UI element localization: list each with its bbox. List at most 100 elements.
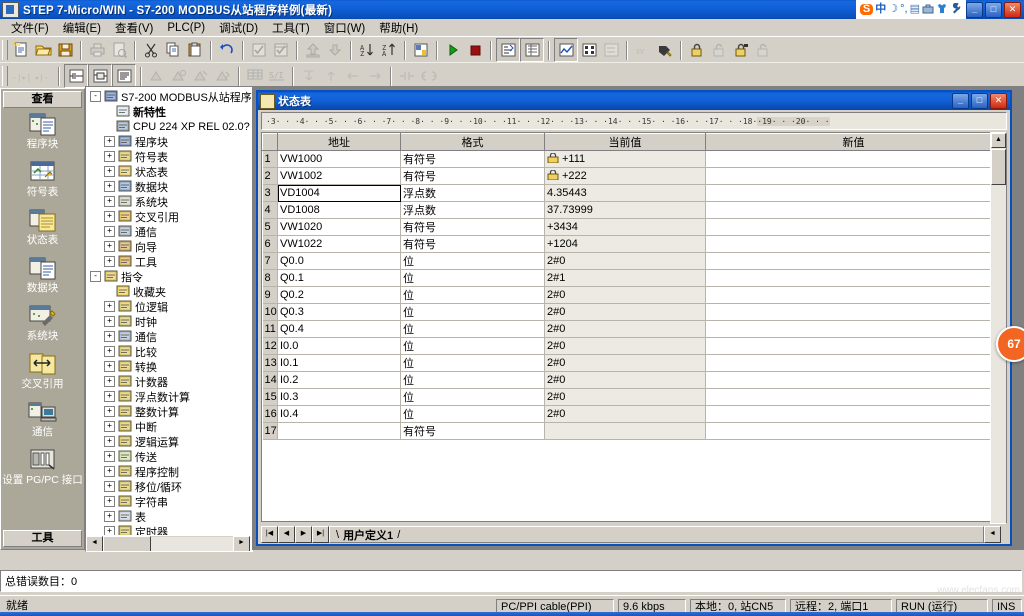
- cell-format[interactable]: 有符号: [400, 218, 545, 236]
- close-button[interactable]: ✕: [1004, 1, 1021, 18]
- cell-format[interactable]: 位: [400, 269, 545, 287]
- read-write-button[interactable]: [600, 39, 622, 61]
- status-chart-window-controls[interactable]: _ □ ✕: [952, 93, 1007, 109]
- tree-node[interactable]: + 系统块: [86, 194, 252, 209]
- cell-address[interactable]: Q0.0: [277, 252, 401, 270]
- tree-node[interactable]: + 符号表: [86, 149, 252, 164]
- col-header-current[interactable]: 当前值: [544, 133, 706, 151]
- table-row[interactable]: 6 VW1022 有符号 +1204: [262, 235, 1000, 253]
- tree-scroll-right-button[interactable]: ►: [233, 535, 250, 551]
- sidebar-item-pgpc-interface[interactable]: 设置 PG/PC 接口: [1, 444, 84, 492]
- tree-expander-icon[interactable]: +: [104, 241, 115, 252]
- cell-new-value[interactable]: [705, 201, 1000, 219]
- grid-scroll-thumb[interactable]: [991, 149, 1006, 185]
- tree-expander-icon[interactable]: +: [104, 211, 115, 222]
- chart-status-button[interactable]: [520, 38, 544, 62]
- cell-new-value[interactable]: [705, 184, 1000, 202]
- menu-file[interactable]: 文件(F): [11, 22, 49, 35]
- tree-expander-icon[interactable]: +: [104, 481, 115, 492]
- tree-expander-icon[interactable]: +: [104, 466, 115, 477]
- table-row[interactable]: 10 Q0.3 位 2#0: [262, 303, 1000, 321]
- tree-node[interactable]: + 通信: [86, 224, 252, 239]
- grid-toggle-button[interactable]: [244, 65, 266, 87]
- tree-node[interactable]: + 数据块: [86, 179, 252, 194]
- status-chart-maximize-button[interactable]: □: [971, 93, 988, 109]
- tree-expander-icon[interactable]: +: [104, 451, 115, 462]
- table-row[interactable]: 4 VD1008 浮点数 37.73999: [262, 201, 1000, 219]
- row-number[interactable]: 15: [262, 388, 278, 406]
- cell-new-value[interactable]: [705, 252, 1000, 270]
- coil-button[interactable]: [418, 65, 440, 87]
- cell-new-value[interactable]: [705, 235, 1000, 253]
- menu-view[interactable]: 查看(V): [115, 22, 154, 35]
- table-row[interactable]: 17 有符号: [262, 422, 1000, 440]
- cell-new-value[interactable]: [705, 388, 1000, 406]
- tree-node[interactable]: 新特性: [86, 104, 252, 119]
- toolbox-icon[interactable]: [922, 3, 934, 17]
- tree-node[interactable]: + 传送: [86, 449, 252, 464]
- menu-plc[interactable]: PLC(P): [167, 21, 206, 34]
- cell-format[interactable]: 位: [400, 405, 545, 423]
- tree-node[interactable]: + 浮点数计算: [86, 389, 252, 404]
- cell-address[interactable]: I0.0: [277, 337, 401, 355]
- toolbar-grip[interactable]: [2, 40, 8, 60]
- moon-icon[interactable]: ☽: [888, 3, 899, 15]
- cell-new-value[interactable]: [705, 303, 1000, 321]
- cell-address[interactable]: VD1004: [277, 184, 401, 202]
- cell-new-value[interactable]: [705, 218, 1000, 236]
- cell-format[interactable]: 位: [400, 337, 545, 355]
- tree-node[interactable]: 收藏夹: [86, 284, 252, 299]
- sheet-tabs[interactable]: \ 用户定义1 /: [329, 526, 984, 543]
- download-button[interactable]: [324, 39, 346, 61]
- skin-icon[interactable]: [936, 3, 948, 17]
- force-pen-button[interactable]: [654, 39, 676, 61]
- cell-address[interactable]: Q0.3: [277, 303, 401, 321]
- ladder-view-button[interactable]: [64, 64, 88, 88]
- force-button[interactable]: [686, 39, 708, 61]
- tree-expander-icon[interactable]: -: [90, 91, 101, 102]
- cell-new-value[interactable]: [705, 286, 1000, 304]
- table-row[interactable]: 16 I0.4 位 2#0: [262, 405, 1000, 423]
- sidebar-item-program-block[interactable]: 程序块: [1, 108, 84, 156]
- tree-node[interactable]: + 移位/循环: [86, 479, 252, 494]
- last-sheet-button[interactable]: ▶|: [312, 526, 329, 543]
- cell-format[interactable]: 位: [400, 252, 545, 270]
- row-number[interactable]: 7: [262, 252, 278, 270]
- cell-new-value[interactable]: [705, 405, 1000, 423]
- tree-expander-icon[interactable]: -: [90, 271, 101, 282]
- sogou-logo-icon[interactable]: S: [859, 4, 874, 15]
- cell-new-value[interactable]: [705, 167, 1000, 185]
- menu-tools[interactable]: 工具(T): [272, 22, 310, 35]
- unforce-all-button[interactable]: [752, 39, 774, 61]
- cell-format[interactable]: 浮点数: [400, 184, 545, 202]
- tree-expander-icon[interactable]: +: [104, 376, 115, 387]
- tree-node[interactable]: + 向导: [86, 239, 252, 254]
- fbd-view-button[interactable]: [88, 64, 112, 88]
- copy-button[interactable]: [162, 39, 184, 61]
- tree-node[interactable]: + 逻辑运算: [86, 434, 252, 449]
- sidebar-item-data-block[interactable]: 数据块: [1, 252, 84, 300]
- table-row[interactable]: 2 VW1002 有符号 +222: [262, 167, 1000, 185]
- tree-expander-icon[interactable]: +: [104, 256, 115, 267]
- wrench-icon[interactable]: [950, 2, 962, 17]
- tree-scroll-left-button[interactable]: ◄: [86, 535, 103, 551]
- table-row[interactable]: 14 I0.2 位 2#0: [262, 371, 1000, 389]
- tree-node[interactable]: + 通信: [86, 329, 252, 344]
- program-status-button[interactable]: [496, 38, 520, 62]
- symbol-table-button[interactable]: S/I: [266, 65, 288, 87]
- menu-window[interactable]: 窗口(W): [323, 22, 366, 35]
- tree-expander-icon[interactable]: +: [104, 226, 115, 237]
- tree-expander-icon[interactable]: +: [104, 421, 115, 432]
- cell-new-value[interactable]: [705, 150, 1000, 168]
- zoom-fit-button[interactable]: [190, 65, 212, 87]
- insert-down-button[interactable]: [298, 65, 320, 87]
- row-number[interactable]: 13: [262, 354, 278, 372]
- tree-expander-icon[interactable]: +: [104, 496, 115, 507]
- upload-button[interactable]: [302, 39, 324, 61]
- cell-address[interactable]: Q0.4: [277, 320, 401, 338]
- row-number[interactable]: 12: [262, 337, 278, 355]
- stl-view-button[interactable]: [112, 64, 136, 88]
- force-all-button[interactable]: [730, 39, 752, 61]
